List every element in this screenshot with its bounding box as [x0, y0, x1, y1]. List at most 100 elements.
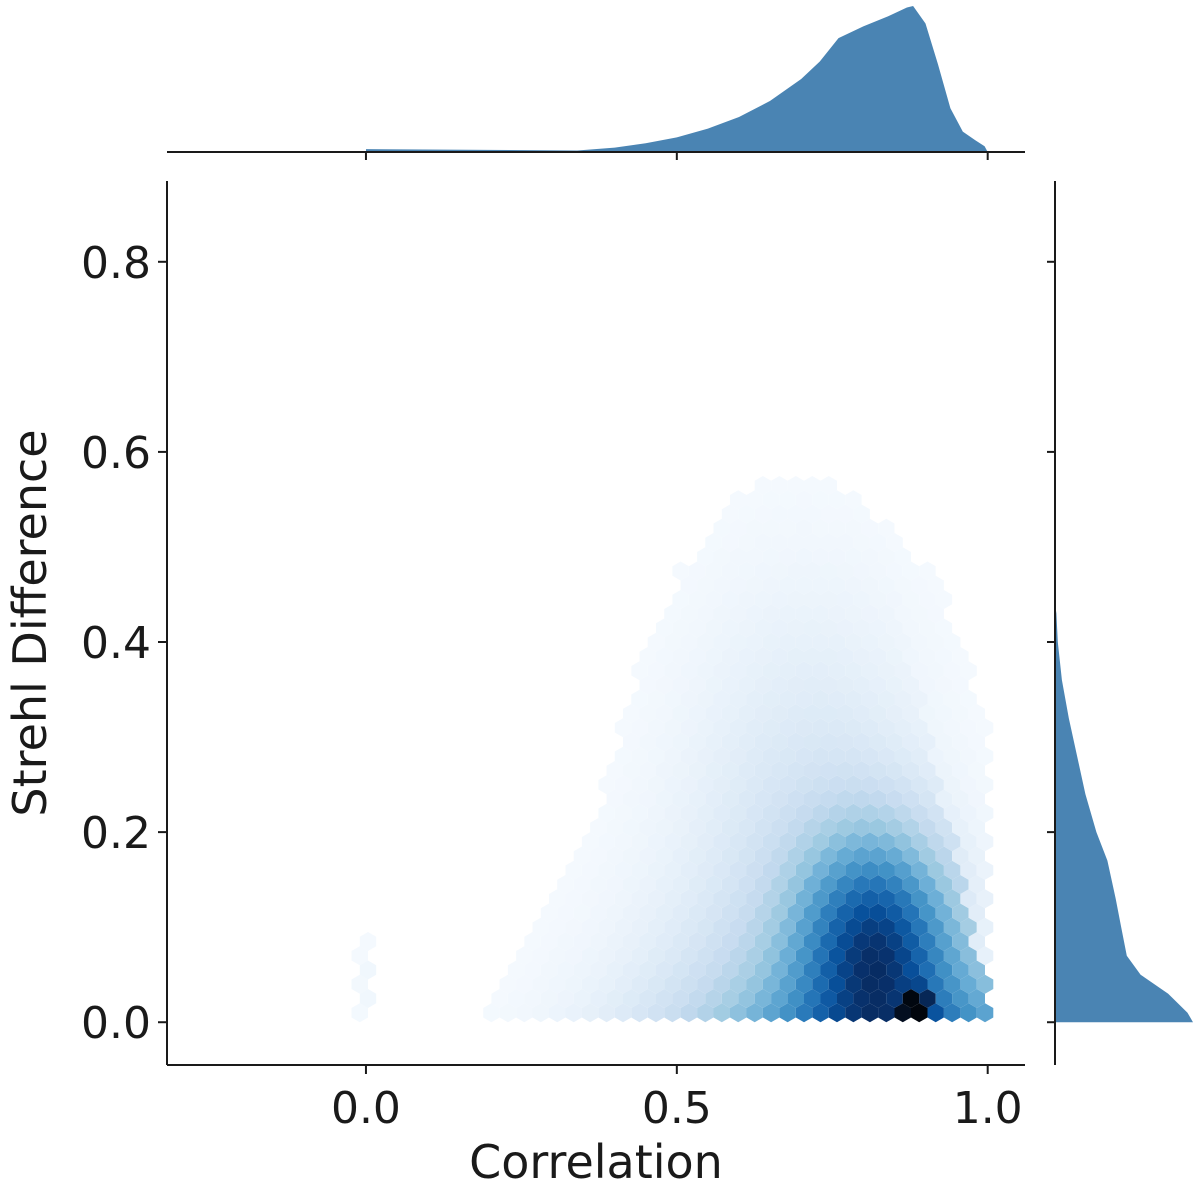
hexbin-cell [688, 647, 706, 666]
hexbin-cell [680, 575, 698, 595]
hexbin-cell [943, 917, 961, 937]
hexbin-cell [705, 875, 722, 894]
hexbin-cell [902, 732, 920, 752]
hexbin-cell [754, 504, 772, 524]
hexbin-cell [853, 846, 870, 866]
hexbin-cell [746, 889, 763, 909]
hexbin-cell [795, 689, 813, 709]
hexbin-cell [919, 732, 936, 752]
hexbin-cell [878, 832, 895, 852]
hexbin-cell [680, 946, 698, 966]
hexbin-cell [713, 689, 730, 709]
hexbin-cell [795, 917, 813, 937]
hexbin-cell [820, 533, 837, 552]
hexbin-cell [894, 775, 911, 795]
hexbin-cell [771, 903, 788, 923]
hexbin-cell [688, 704, 706, 723]
hexbin-cell [672, 960, 689, 980]
hexbin-cell [656, 989, 673, 1008]
hexbin-cell [845, 860, 862, 880]
hexbin-cell [919, 647, 936, 666]
hexbin-cell [672, 732, 689, 752]
hexbin-cell [820, 476, 837, 495]
hexbin-cell [762, 860, 780, 880]
y-tick-label: 0.4 [81, 618, 151, 669]
hexbin-cell [828, 632, 846, 652]
hexbin-cell [878, 746, 895, 766]
hexbin-cell [919, 590, 936, 609]
hexbin-cell [754, 789, 772, 809]
hexbin-cell [927, 860, 944, 880]
hexbin-cell [952, 960, 969, 980]
hexbin-cell [762, 632, 780, 652]
hexbin-cell [861, 860, 879, 880]
hexbin-cell [762, 803, 780, 823]
hexbin-cell [894, 832, 911, 852]
hexbin-cell [952, 732, 969, 752]
hexbin-cell [886, 618, 903, 638]
hexbin-cell [664, 775, 681, 795]
hexbin-cell [623, 818, 640, 837]
hexbin-cell [960, 917, 977, 937]
hexbin-cell [738, 846, 755, 866]
hexbin-cell [820, 818, 837, 837]
hexbin-cell [549, 1003, 566, 1023]
hexbin-cell [532, 974, 549, 994]
hexbin-cell [771, 789, 788, 809]
hexbin-cell [828, 661, 846, 681]
hexbin-cell [878, 604, 895, 624]
hexbin-cell [746, 917, 763, 937]
hexbin-cell [656, 618, 673, 638]
hexbin-cell [911, 632, 928, 652]
hexbin-cell [861, 1003, 879, 1023]
hexbin-cell [927, 632, 944, 652]
hexbin-cell [771, 647, 788, 666]
hexbin-cell [894, 547, 911, 567]
hexbin-cell [738, 675, 755, 695]
hexbin-cell [894, 889, 911, 909]
hexbin-cell [647, 803, 665, 823]
hexbin-cell [878, 547, 895, 567]
hexbin-cell [581, 860, 599, 880]
hexbin-cell [911, 889, 928, 909]
hexbin-cell [623, 704, 640, 723]
hexbin-cell [516, 1003, 533, 1023]
hexbin-cell [680, 746, 698, 766]
hexbin-cell [837, 675, 854, 695]
hexbin-cell [639, 761, 656, 780]
hexbin-cell [919, 561, 936, 581]
hexbin-cell [754, 704, 772, 723]
hexbin-cell [721, 818, 739, 837]
hexbin-cell [721, 732, 739, 752]
hexbin-cell [919, 675, 936, 695]
hexbin-cell [853, 789, 870, 809]
hexbin-cell [952, 675, 969, 695]
hexbin-cell [746, 661, 763, 681]
hexbin-cell [869, 846, 887, 866]
hexbin-cell [911, 832, 928, 852]
hexbin-cell [779, 547, 796, 567]
hexbin-cell [968, 875, 985, 894]
hexbin-cell [804, 789, 821, 809]
hexbin-cell [869, 675, 887, 695]
hexbin-cell [919, 875, 936, 894]
hexbin-cell [787, 960, 804, 980]
hexbin-cell [779, 518, 796, 538]
hexbin-cell [787, 647, 804, 666]
hexbin-cell [730, 974, 747, 994]
hexbin-cell [697, 860, 714, 880]
hexbin-cell [540, 903, 558, 923]
hexbin-cell [754, 533, 772, 552]
hexbin-cell [787, 590, 804, 609]
hexbin-cell [639, 647, 656, 666]
hexbin-cell [943, 718, 961, 738]
hexbin-cell [878, 632, 895, 652]
hexbin-cell [540, 932, 558, 951]
hexbin-cell [943, 632, 961, 652]
hexbin-cell [878, 803, 895, 823]
hexbin-cell [713, 917, 730, 937]
hexbin-cell [812, 689, 829, 709]
hexbin-cell [754, 818, 772, 837]
hexbin-cell [771, 732, 788, 752]
hexbin-cell [943, 946, 961, 966]
